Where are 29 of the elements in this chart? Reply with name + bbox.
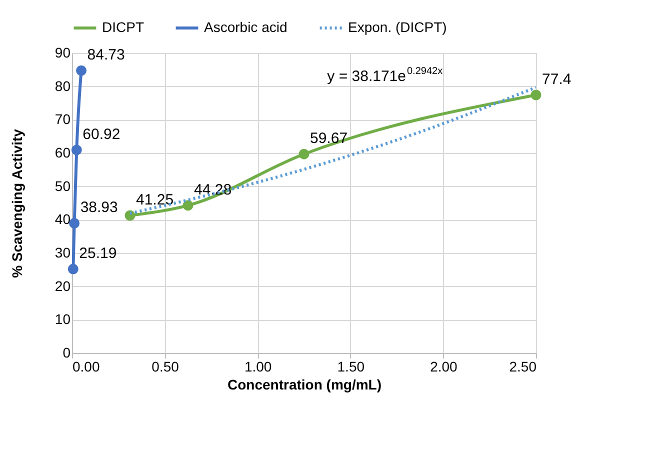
legend-label: Expon. (DICPT): [348, 19, 447, 35]
legend-label: Ascorbic acid: [204, 19, 288, 35]
y-tick-label: 70: [54, 111, 71, 128]
legend-label: DICPT: [102, 19, 144, 35]
data-label: 25.19: [79, 245, 117, 262]
y-tick-label: 0: [62, 344, 71, 360]
data-label: 38.93: [80, 199, 118, 216]
data-label: 84.73: [87, 46, 125, 64]
y-tick-label: 20: [54, 278, 71, 294]
data-label: 77.4: [542, 71, 572, 88]
data-label: 41.25: [136, 192, 174, 208]
y-tick-label: 80: [54, 78, 71, 94]
data-label: 44.28: [194, 181, 232, 198]
y-tick-label: 40: [54, 211, 71, 228]
x-tick-label: 1.50: [337, 358, 365, 374]
x-tick-label: 0.50: [152, 358, 180, 374]
data-label: 60.92: [82, 126, 120, 143]
y-tick-label: 10: [54, 311, 71, 328]
x-tick-label: 2.00: [430, 358, 458, 374]
x-axis-title: Concentration (mg/mL): [228, 376, 382, 392]
y-tick-label: 50: [54, 178, 71, 194]
y-tick-label: 90: [54, 44, 71, 60]
y-tick-label: 30: [54, 244, 71, 260]
x-tick-label: 0.00: [72, 358, 100, 374]
x-tick-label: 2.50: [509, 358, 537, 374]
x-tick-label: 1.00: [244, 358, 272, 374]
y-tick-label: 60: [54, 144, 71, 160]
data-label: 59.67: [310, 130, 348, 148]
y-axis-title: % Scavenging Activity: [8, 128, 25, 278]
